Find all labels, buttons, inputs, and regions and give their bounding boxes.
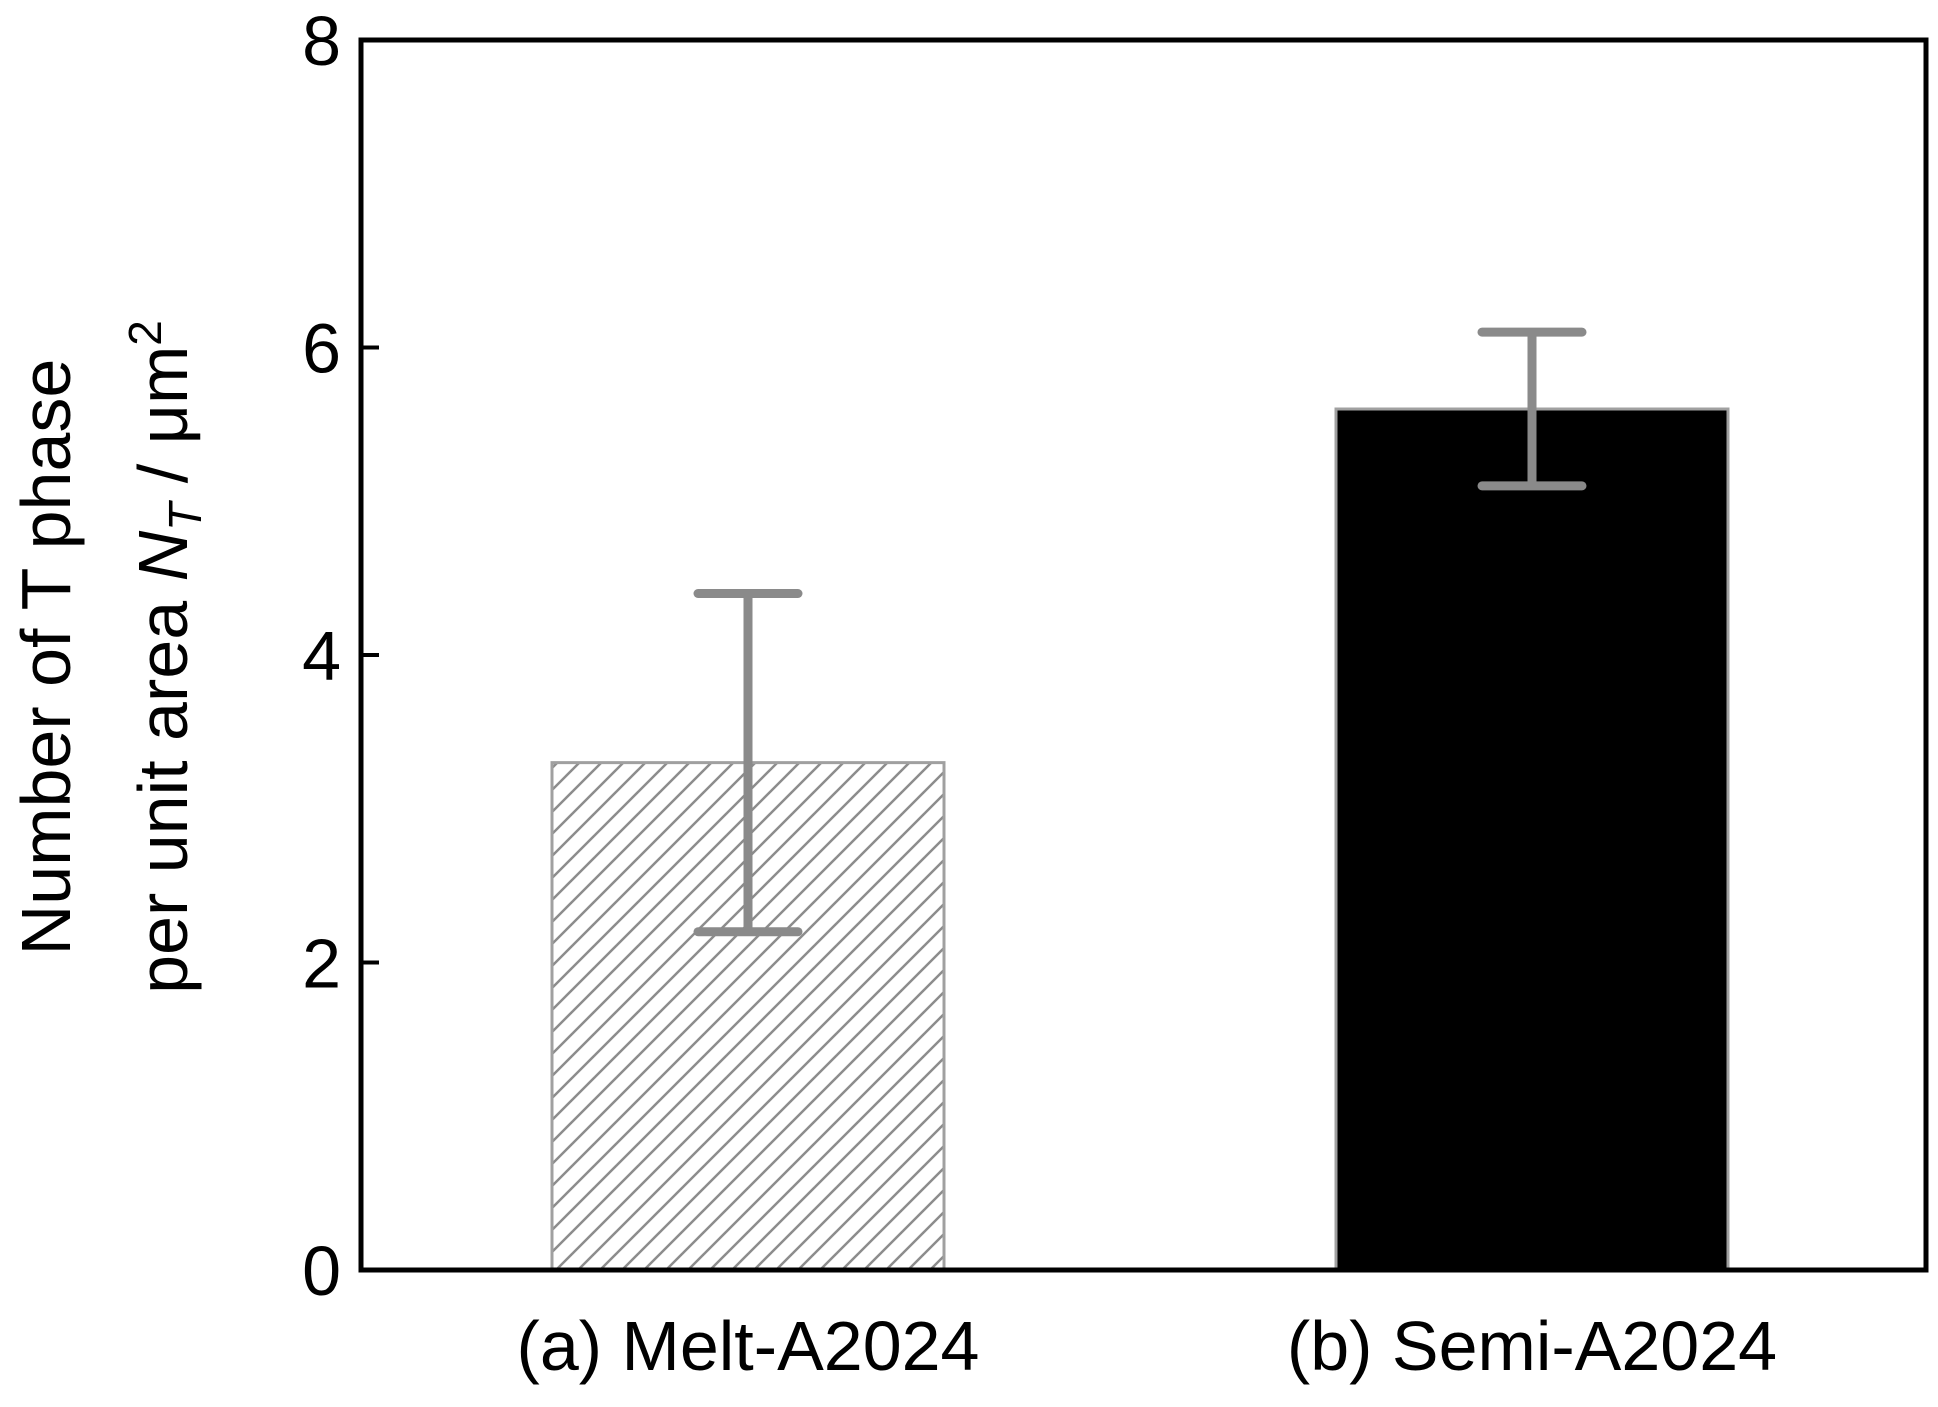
- y-axis-title-unit: / μm: [124, 346, 202, 503]
- y-axis-title-subscript: T: [159, 500, 211, 531]
- y-tick-label: 6: [302, 310, 341, 388]
- x-axis-categories: (a) Melt-A2024 (b) Semi-A2024: [517, 1307, 1778, 1385]
- y-axis-title-unit-superscript: 2: [119, 320, 171, 346]
- y-axis-title-prefix: per unit area: [124, 581, 202, 993]
- bar-semi-a2024: [1334, 407, 1730, 1272]
- y-tick-label: 4: [302, 617, 341, 695]
- y-axis-title-line2: per unit area NT / μm2: [119, 320, 211, 994]
- y-tick-label: 8: [302, 2, 341, 80]
- y-tick-label: 0: [302, 1232, 341, 1310]
- y-axis-title-line1: Number of T phase: [7, 359, 85, 956]
- x-category-label: (b) Semi-A2024: [1287, 1307, 1777, 1385]
- y-axis-title-symbol: N: [124, 530, 202, 581]
- error-bars: [693, 327, 1587, 937]
- bars: [550, 407, 1730, 1272]
- plot-frame: [358, 37, 1929, 1273]
- y-tick-label: 2: [302, 925, 341, 1003]
- x-category-label: (a) Melt-A2024: [517, 1307, 980, 1385]
- y-axis-ticks: 0 2 4 6 8: [302, 2, 379, 1310]
